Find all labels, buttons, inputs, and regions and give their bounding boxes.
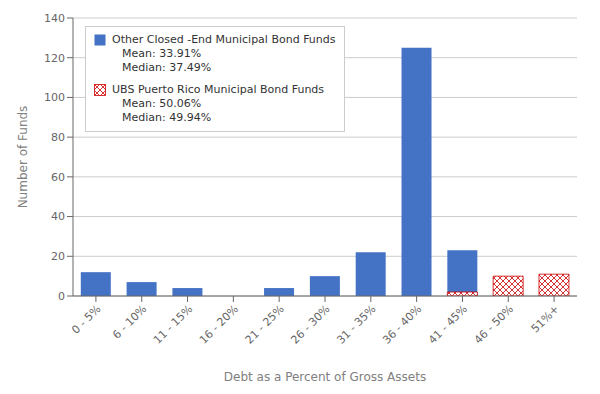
svg-text:Number of Funds: Number of Funds: [16, 106, 30, 209]
html-text:Mean: 33.91%: Mean: 33.91%: [122, 47, 202, 60]
svg-text:31 - 35%: 31 - 35%: [334, 302, 378, 346]
html-text:UBS Puerto Rico Municipal Bond: UBS Puerto Rico Municipal Bond Funds: [112, 83, 325, 96]
svg-text:21 - 25%: 21 - 25%: [243, 302, 287, 346]
svg-text:16 - 20%: 16 - 20%: [197, 302, 241, 346]
svg-text:51%+: 51%+: [529, 302, 562, 335]
html-text:Other Closed -End Municipal Bo: Other Closed -End Municipal Bond Funds: [112, 33, 336, 46]
html-text:Median: 49.94%: Median: 49.94%: [122, 111, 212, 124]
svg-text:46 - 50%: 46 - 50%: [472, 302, 516, 346]
svg-text:40: 40: [51, 210, 65, 223]
svg-text:120: 120: [44, 52, 65, 65]
svg-text:60: 60: [51, 171, 65, 184]
svg-text:41 - 45%: 41 - 45%: [426, 302, 470, 346]
svg-text:36 - 40%: 36 - 40%: [380, 302, 424, 346]
svg-text:20: 20: [51, 250, 65, 263]
svg-text:80: 80: [51, 131, 65, 144]
svg-text:6 - 10%: 6 - 10%: [110, 302, 149, 341]
svg-text:11 - 15%: 11 - 15%: [151, 302, 195, 346]
html-text:Median: 37.49%: Median: 37.49%: [122, 61, 212, 74]
svg-text:0: 0: [58, 290, 65, 303]
svg-text:140: 140: [44, 12, 65, 25]
svg-text:100: 100: [44, 91, 65, 104]
html-text:Mean: 50.06%: Mean: 50.06%: [122, 97, 202, 110]
svg-text:0 - 5%: 0 - 5%: [69, 302, 103, 336]
svg-text:26 - 30%: 26 - 30%: [289, 302, 333, 346]
svg-text:Debt as a Percent of Gross Ass: Debt as a Percent of Gross Assets: [224, 370, 426, 384]
